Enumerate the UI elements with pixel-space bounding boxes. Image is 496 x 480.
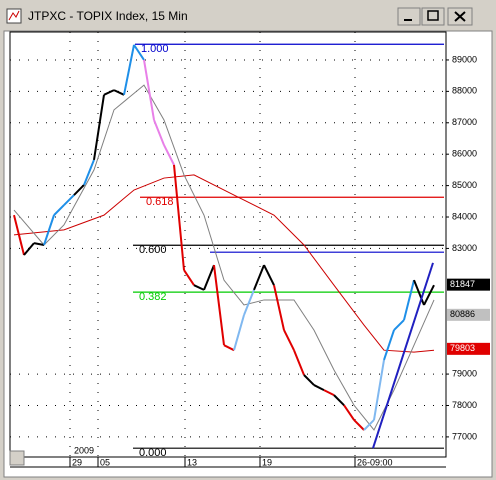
price-segment xyxy=(153,119,165,146)
price-segment xyxy=(353,419,365,431)
price-segment xyxy=(393,319,405,331)
price-segment xyxy=(333,394,345,406)
price-segment xyxy=(23,242,35,256)
y-tick-label: 78000 xyxy=(452,400,477,410)
price-segment xyxy=(293,349,305,376)
x-tick-label: 26-09:00 xyxy=(357,457,393,467)
price-segment xyxy=(213,264,225,346)
price-segment xyxy=(113,89,125,96)
price-segment xyxy=(413,279,425,306)
plot-layer: 77000 78000 79000 83000 84000 85000 86000 87000… xyxy=(10,32,490,467)
price-segment xyxy=(163,144,175,166)
price-segment xyxy=(283,329,295,351)
x-tick-label: 29 xyxy=(72,457,82,467)
price-segment xyxy=(123,44,135,96)
price-segment xyxy=(173,164,185,271)
trend-line xyxy=(372,262,434,449)
price-marker xyxy=(447,308,490,321)
price-segment xyxy=(183,269,195,286)
scroll-box[interactable] xyxy=(9,450,25,466)
x-tick-label: 19 xyxy=(262,457,272,467)
y-tick-label: 85000 xyxy=(452,180,477,190)
price-segment xyxy=(243,289,255,316)
minimize-button[interactable] xyxy=(397,7,421,26)
price-marker-label: 80886 xyxy=(450,309,475,319)
y-tick-label: 86000 xyxy=(452,149,477,159)
plot-area xyxy=(9,31,447,458)
price-segment xyxy=(323,389,335,397)
y-tick-label: 83000 xyxy=(452,243,477,253)
price-segment xyxy=(33,242,45,246)
price-marker xyxy=(447,278,490,291)
price-segment xyxy=(343,404,355,421)
fib-label: 0.600 xyxy=(139,244,167,256)
y-tick-label: 79000 xyxy=(452,368,477,378)
x-tick-label: 05 xyxy=(100,457,110,467)
moving-average xyxy=(13,84,435,431)
moving-average xyxy=(13,174,435,353)
fib-label: 0.000 xyxy=(139,447,167,459)
fib-label: 1.000 xyxy=(141,43,169,55)
price-segment xyxy=(303,374,315,386)
close-icon xyxy=(454,11,466,22)
y-tick-label: 88000 xyxy=(452,86,477,96)
price-segment xyxy=(103,89,115,96)
price-segment xyxy=(193,284,205,291)
price-segment xyxy=(83,159,95,186)
price-marker xyxy=(447,342,490,355)
price-segment xyxy=(423,284,435,306)
price-segment xyxy=(233,314,245,351)
price-segment xyxy=(313,384,325,391)
price-segment xyxy=(273,284,285,331)
y-tick-label: 84000 xyxy=(452,211,477,221)
maximize-icon xyxy=(427,10,439,21)
price-segment xyxy=(53,204,65,216)
price-segment xyxy=(403,279,415,321)
app-icon-graph xyxy=(8,10,20,21)
price-segment xyxy=(143,59,155,121)
price-segment xyxy=(73,184,85,196)
price-segment xyxy=(223,344,235,352)
x-tick-label: 13 xyxy=(187,457,197,467)
price-segment xyxy=(133,44,145,61)
price-segment xyxy=(363,419,375,431)
fib-label: 0.382 xyxy=(139,291,167,303)
price-segment xyxy=(43,214,55,246)
y-tick-label: 77000 xyxy=(452,431,477,441)
year-label: 2009 xyxy=(74,445,94,455)
window-title: JTPXC - TOPIX Index, 15 Min xyxy=(28,9,188,23)
price-segment xyxy=(263,264,275,286)
price-segment xyxy=(13,214,25,256)
y-tick-label: 89000 xyxy=(452,54,477,64)
price-segment xyxy=(203,264,215,291)
price-marker-label: 81847 xyxy=(450,279,475,289)
app-icon xyxy=(6,8,22,24)
price-segment xyxy=(383,329,395,361)
price-segment xyxy=(63,194,75,206)
fib-label: 0.618 xyxy=(146,196,174,208)
price-segment xyxy=(373,359,385,421)
price-segment xyxy=(253,264,265,291)
y-tick-label: 87000 xyxy=(452,117,477,127)
price-segment xyxy=(93,94,105,160)
price-marker-label: 79803 xyxy=(450,343,475,353)
